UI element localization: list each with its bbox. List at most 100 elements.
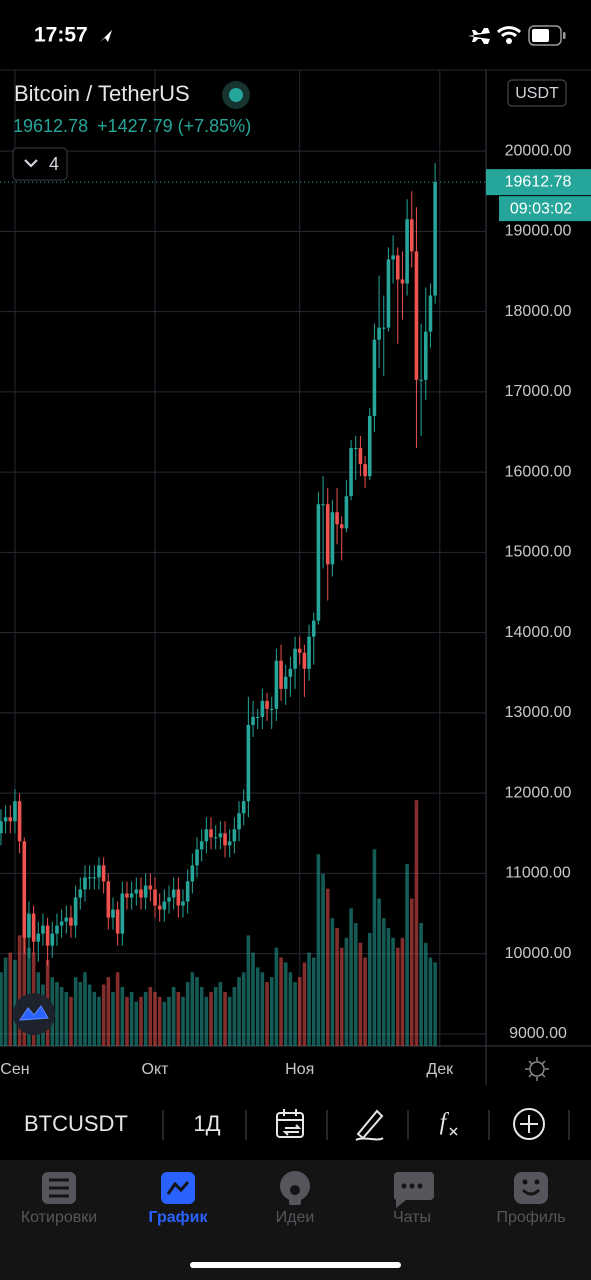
volume-bar — [167, 996, 171, 1046]
volume-bar — [227, 996, 232, 1046]
candle-body — [335, 512, 339, 525]
tab-label[interactable]: Котировки — [21, 1209, 97, 1226]
draw-icon[interactable] — [355, 1109, 384, 1141]
tab-label[interactable]: Идеи — [276, 1209, 315, 1226]
airplane-icon — [468, 28, 490, 44]
volume-bar — [181, 996, 185, 1046]
volume-bar — [195, 977, 199, 1046]
indicator-icon[interactable]: f — [440, 1110, 450, 1136]
volume-bar — [162, 1001, 167, 1046]
candle-body — [241, 801, 246, 814]
logo-icon — [19, 1005, 49, 1021]
tab-icon-line — [49, 1178, 69, 1182]
candle-body — [414, 251, 419, 380]
indicators-button[interactable] — [12, 147, 68, 181]
volume-bar — [297, 977, 302, 1046]
volume-bar — [153, 991, 157, 1046]
tab-icon-line — [49, 1194, 69, 1198]
currency-box[interactable] — [507, 79, 567, 107]
volume-bar — [260, 972, 265, 1046]
volume-bar — [391, 937, 395, 1046]
volume-bar — [73, 977, 78, 1046]
volume-bar — [55, 982, 59, 1046]
compare-icon[interactable] — [276, 1109, 304, 1138]
toolbar-symbol[interactable]: BTCUSDT — [24, 1111, 128, 1136]
volume-bar — [349, 908, 353, 1046]
toolbar-interval[interactable]: 1Д — [193, 1111, 220, 1136]
candle-body — [45, 925, 50, 946]
tab-icon-smile — [521, 1188, 541, 1196]
indicators-count: 4 — [49, 154, 59, 174]
tab-icon — [393, 1172, 434, 1208]
tab-label[interactable]: Чаты — [393, 1209, 431, 1226]
candle-body — [353, 448, 358, 450]
candle-body — [274, 660, 279, 709]
y-tick-label: 16000.00 — [505, 463, 572, 480]
candle-body — [279, 660, 283, 689]
candle-body — [246, 724, 251, 802]
tab-label[interactable]: Профиль — [496, 1209, 565, 1226]
currency: USDT — [515, 85, 559, 102]
volume-bar — [335, 927, 339, 1046]
candle-body — [97, 865, 101, 878]
candle-body — [419, 379, 423, 381]
y-tick-label: 9000.00 — [509, 1025, 567, 1042]
candle-body — [50, 933, 55, 946]
volume-bar — [106, 977, 111, 1046]
logo-badge[interactable] — [13, 993, 55, 1035]
candle-body — [22, 841, 27, 938]
candle-body — [423, 331, 428, 380]
tab-icon-eye — [534, 1179, 540, 1185]
volume-bar — [111, 991, 115, 1046]
volume-bar — [22, 910, 27, 1046]
volume-bar — [325, 888, 330, 1046]
volume-bar — [204, 996, 209, 1046]
candle-body — [391, 255, 395, 260]
volume-bar — [209, 991, 213, 1046]
volume-bar — [120, 986, 125, 1046]
candle-body — [176, 889, 181, 906]
candle-body — [297, 648, 302, 653]
candle-body — [269, 708, 274, 710]
tab-label[interactable]: График — [149, 1209, 209, 1226]
volume-bar — [157, 996, 162, 1046]
candle-body — [59, 921, 64, 926]
toolbar-separators — [162, 1110, 570, 1140]
candle-body — [209, 829, 213, 838]
toolbar — [0, 1088, 591, 1160]
add-icon[interactable] — [513, 1108, 545, 1140]
candle-body — [377, 327, 381, 340]
volume-bar — [92, 991, 97, 1046]
volume-bar — [83, 972, 87, 1046]
candle-body — [302, 652, 307, 669]
volume-bar — [400, 937, 405, 1046]
volume-bar — [279, 957, 283, 1046]
candle-body — [0, 821, 3, 834]
volume-bar — [87, 984, 92, 1046]
candle-body — [227, 841, 232, 846]
candle-body — [111, 909, 115, 918]
battery-cap — [563, 32, 566, 39]
volume-bar — [405, 864, 409, 1046]
candle-body — [218, 833, 223, 838]
tab-icon-dot — [290, 1185, 300, 1195]
candle-body — [386, 259, 391, 328]
volume-bar — [251, 952, 255, 1046]
volume-bar — [293, 982, 297, 1046]
volume-bar — [223, 991, 227, 1046]
candle-body — [316, 504, 321, 621]
price-line: 19612.78 +1427.79 (+7.85%) — [13, 116, 251, 136]
volume-bar — [419, 923, 423, 1046]
wifi-dot — [506, 38, 512, 44]
volume-bar — [363, 957, 367, 1046]
candle-body — [204, 829, 209, 842]
candle-body — [293, 648, 297, 669]
x-tick-label: Дек — [426, 1061, 454, 1078]
theme-icon[interactable] — [529, 1061, 545, 1077]
candle-body — [83, 877, 87, 890]
battery-level — [532, 29, 549, 42]
candle-body — [125, 893, 129, 898]
candle-body — [213, 837, 218, 839]
candle-body — [260, 700, 265, 717]
candle-body — [265, 700, 269, 709]
